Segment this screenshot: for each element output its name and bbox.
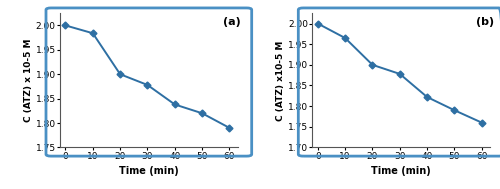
Text: (a): (a) — [224, 17, 241, 27]
Y-axis label: C (ATZ) x10-5 M: C (ATZ) x10-5 M — [276, 40, 285, 121]
Y-axis label: C (ATZ) x 10-5 M: C (ATZ) x 10-5 M — [24, 39, 33, 122]
X-axis label: Time (min): Time (min) — [119, 166, 178, 176]
Text: (b): (b) — [476, 17, 494, 27]
X-axis label: Time (min): Time (min) — [372, 166, 431, 176]
